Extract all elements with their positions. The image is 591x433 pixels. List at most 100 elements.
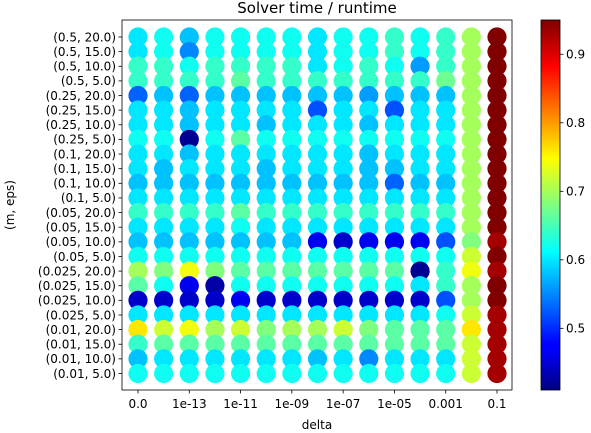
data-point <box>436 129 456 150</box>
data-point <box>230 144 251 164</box>
data-point <box>359 173 379 193</box>
data-point <box>154 363 174 384</box>
data-point <box>461 261 481 281</box>
data-point <box>179 217 199 237</box>
data-point <box>359 305 379 325</box>
data-point <box>128 305 148 325</box>
data-point <box>282 115 302 135</box>
data-point <box>307 85 328 106</box>
data-point <box>230 290 251 310</box>
data-point <box>282 173 302 193</box>
data-point <box>205 363 225 384</box>
data-point <box>154 188 174 208</box>
data-point <box>436 349 456 369</box>
data-point <box>179 232 199 252</box>
data-point <box>333 56 353 76</box>
data-point <box>179 349 199 369</box>
data-point <box>256 188 276 208</box>
data-point <box>410 129 430 150</box>
data-point <box>436 363 456 384</box>
data-point <box>410 144 430 164</box>
data-point <box>256 144 276 164</box>
data-point <box>282 217 302 237</box>
data-point <box>154 100 174 120</box>
data-point <box>410 188 430 208</box>
data-point <box>384 363 405 384</box>
data-point <box>359 261 379 281</box>
data-point <box>461 349 481 369</box>
y-tick-label: (0.025, 20.0) <box>38 264 116 278</box>
x-tick-label: 0.1 <box>487 397 506 411</box>
data-point <box>487 159 507 179</box>
data-point <box>307 42 328 62</box>
data-point <box>205 56 225 76</box>
data-point <box>154 320 174 340</box>
data-point <box>256 173 276 193</box>
data-point <box>128 85 148 106</box>
data-point <box>384 188 405 208</box>
data-point <box>230 71 251 91</box>
data-point <box>410 100 430 120</box>
data-point <box>487 144 507 164</box>
data-point <box>307 173 328 193</box>
data-point <box>282 188 302 208</box>
data-point <box>461 159 481 179</box>
data-point <box>230 202 251 223</box>
data-point <box>487 56 507 76</box>
data-point <box>128 56 148 76</box>
data-point <box>307 100 328 120</box>
data-point <box>384 349 405 369</box>
data-point <box>359 320 379 340</box>
data-point <box>230 115 251 135</box>
data-point <box>282 232 302 252</box>
data-point <box>128 129 148 150</box>
data-point <box>307 71 328 91</box>
data-point <box>359 71 379 91</box>
data-point <box>307 217 328 237</box>
data-point <box>230 305 251 325</box>
data-point <box>359 290 379 310</box>
data-point <box>256 246 276 267</box>
data-point <box>230 217 251 237</box>
data-point <box>436 305 456 325</box>
data-point <box>282 349 302 369</box>
x-axis-ticks: 0.0 1e-13 1e-11 1e-09 1e-07 1e-05 0.001 0.1 <box>128 390 507 411</box>
data-point <box>154 349 174 369</box>
data-point <box>436 173 456 193</box>
data-point <box>307 290 328 310</box>
data-point <box>359 159 379 179</box>
data-point <box>384 144 405 164</box>
data-point <box>282 71 302 91</box>
data-point <box>333 27 353 47</box>
data-point <box>307 246 328 267</box>
data-point <box>384 232 405 252</box>
data-point <box>384 217 405 237</box>
data-point <box>307 334 328 354</box>
x-tick-label: 1e-07 <box>326 397 361 411</box>
data-point <box>230 100 251 120</box>
data-point <box>436 217 456 237</box>
data-point <box>282 202 302 223</box>
colorbar-tick-label: 0.5 <box>566 322 585 336</box>
data-point <box>205 27 225 47</box>
data-point <box>154 27 174 47</box>
data-point <box>359 202 379 223</box>
data-point <box>230 56 251 76</box>
data-point <box>487 305 507 325</box>
y-tick-label: (0.1, 15.0) <box>53 162 116 176</box>
data-point <box>461 334 481 354</box>
data-point <box>282 42 302 62</box>
x-tick-label: 1e-05 <box>377 397 412 411</box>
data-point <box>282 100 302 120</box>
data-point <box>282 276 302 296</box>
data-point <box>128 261 148 281</box>
data-point <box>333 173 353 193</box>
data-point <box>154 217 174 237</box>
data-point <box>282 320 302 340</box>
data-point <box>359 115 379 135</box>
data-point <box>179 276 199 296</box>
data-point <box>384 290 405 310</box>
data-point <box>410 27 430 47</box>
data-point <box>461 246 481 267</box>
